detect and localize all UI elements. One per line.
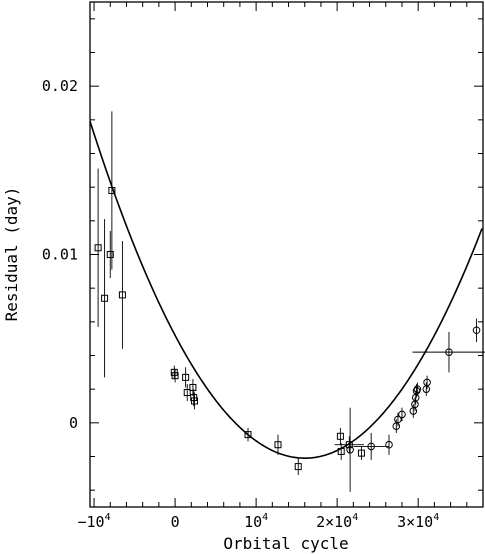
square-data-point [294,463,302,471]
square-data-point [118,291,126,299]
circle-data-point [398,410,406,419]
square-data-point [171,372,179,380]
square-data-point [337,447,345,455]
square-data-point [182,373,190,381]
square-data-point [108,187,116,195]
fit-curve [89,121,483,459]
x-tick-label: 3×104 [397,512,439,531]
circle-data-point [346,445,354,454]
tick-labels-layer: 0 0.01 0.02 −104 0 104 2×104 3×104 [42,77,439,531]
circle-data-point [385,440,393,449]
square-data-point [336,432,344,440]
square-data-point [244,431,252,439]
square-data-point [274,441,282,449]
circle-data-point [423,378,431,387]
y-tick-label: 0 [69,414,78,432]
plot-frame [89,1,484,508]
fit-curve-layer [89,121,483,459]
x-tick-label: 0 [171,513,180,531]
y-tick-label: 0.02 [42,77,78,95]
square-data-point [191,397,199,405]
square-data-point [94,244,102,252]
circle-data-point [472,326,481,335]
square-data-point [183,389,191,397]
circle-data-point [367,442,375,451]
error-bars-layer [97,111,485,492]
square-data-point [101,294,109,302]
square-data-point [345,441,353,449]
x-tick-label: −104 [77,512,110,531]
circle-data-point [445,348,453,356]
circle-data-point [394,415,402,424]
square-data-point [106,251,114,258]
data-points-layer [94,187,481,471]
x-tick-label: 2×104 [316,512,358,531]
axis-ticks [90,2,484,507]
x-tick-label: 104 [244,512,268,531]
circle-data-point [413,385,422,393]
square-data-point [189,383,197,391]
x-axis-label: Orbital cycle [223,534,348,553]
y-axis-label: Residual (day) [2,187,21,322]
square-data-point [357,449,365,457]
y-tick-label: 0.01 [42,246,78,264]
